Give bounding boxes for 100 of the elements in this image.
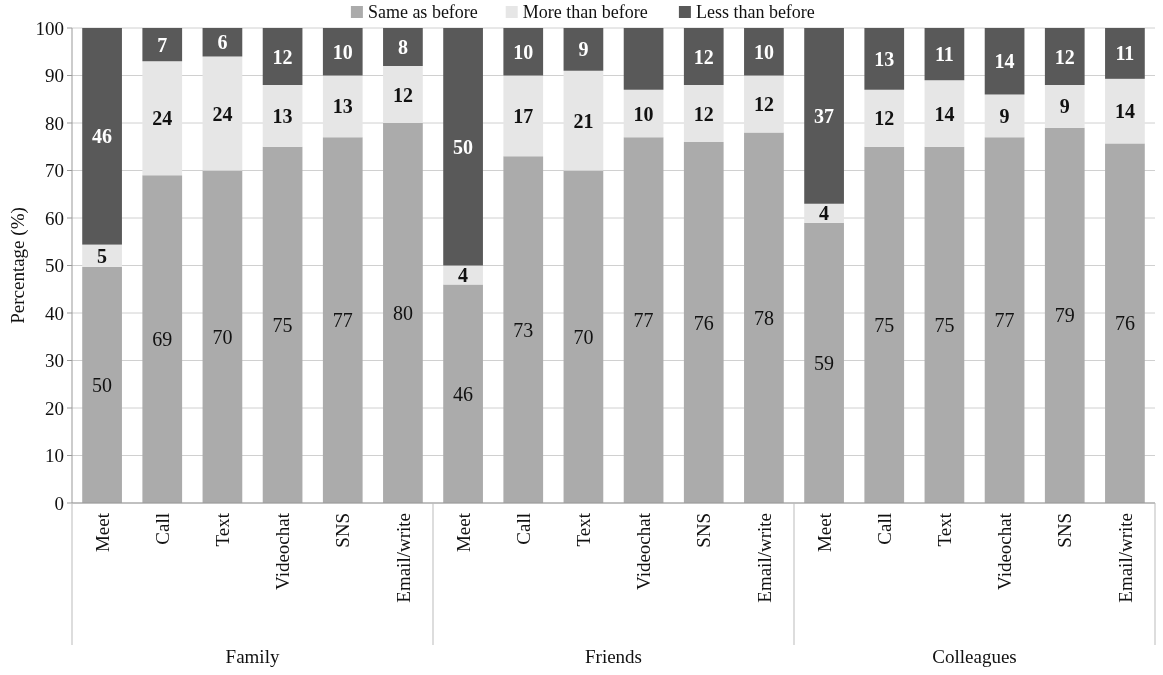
x-tick-label: Text — [934, 512, 956, 547]
x-tick-label: Email/write — [392, 513, 414, 603]
bar — [924, 146, 965, 503]
data-label: 4 — [458, 264, 469, 286]
data-label: 10 — [633, 102, 654, 125]
bar — [322, 75, 363, 138]
bar — [82, 244, 122, 267]
data-label: 50 — [453, 135, 474, 158]
bar — [443, 28, 483, 266]
data-label: 12 — [392, 83, 413, 106]
bar — [383, 66, 423, 123]
bar — [503, 156, 544, 503]
y-tick-label: 50 — [45, 255, 64, 277]
data-label: 12 — [272, 45, 293, 68]
data-label: 9 — [1059, 95, 1070, 118]
data-label: 10 — [753, 40, 774, 63]
data-label: 77 — [633, 309, 654, 332]
legend-label: More than before — [522, 2, 648, 23]
data-label: 4 — [819, 202, 830, 225]
bar — [383, 28, 423, 66]
bar — [1044, 28, 1085, 85]
legend-label: Same as before — [367, 2, 478, 23]
x-tick-label: Email/write — [753, 513, 775, 603]
bar — [984, 94, 1025, 138]
x-tick-label: Meet — [813, 512, 835, 553]
data-label: 12 — [874, 107, 895, 130]
bar — [563, 70, 604, 171]
data-label: 37 — [814, 104, 835, 127]
y-tick-label: 30 — [45, 350, 64, 372]
bar — [984, 28, 1025, 95]
data-label: 17 — [513, 104, 534, 127]
data-label: 13 — [874, 47, 895, 70]
data-label: 12 — [753, 93, 774, 115]
data-label: 59 — [814, 351, 835, 374]
y-axis-title: Percentage (%) — [7, 207, 29, 324]
bar — [683, 142, 724, 503]
x-tick-label: Call — [512, 513, 534, 545]
bar — [804, 28, 844, 204]
y-tick-label: 0 — [54, 492, 64, 514]
x-tick-label: SNS — [693, 513, 715, 548]
bar — [503, 75, 544, 157]
data-label: 10 — [332, 40, 353, 63]
text: Colleagues — [932, 646, 1017, 667]
bar — [142, 28, 183, 62]
data-label: 5 — [97, 244, 108, 267]
data-label: 46 — [453, 382, 474, 405]
bar — [142, 175, 183, 503]
text: Friends — [585, 646, 642, 667]
x-tick-label: SNS — [332, 513, 354, 548]
data-label: 77 — [332, 309, 353, 332]
legend-label: Less than before — [695, 2, 815, 23]
bar — [1044, 85, 1085, 128]
bar — [924, 80, 965, 147]
bar — [1044, 127, 1085, 503]
y-tick-label: 40 — [45, 302, 64, 324]
bar — [864, 28, 905, 90]
x-tick-label: Meet — [91, 512, 113, 553]
data-label: 12 — [1054, 45, 1075, 68]
bar — [984, 137, 1025, 503]
bar — [1105, 143, 1145, 503]
data-label: 12 — [693, 102, 714, 125]
data-label: 75 — [874, 313, 895, 336]
data-label: 6 — [217, 31, 228, 54]
data-label: 75 — [272, 313, 293, 336]
y-tick-label: 10 — [45, 445, 64, 467]
data-label: 21 — [573, 109, 594, 132]
x-tick-label: Videochat — [633, 512, 655, 590]
bar — [202, 28, 243, 57]
data-label: 13 — [332, 95, 353, 118]
bar — [623, 137, 664, 503]
y-tick-label: 80 — [45, 112, 64, 134]
y-tick-label: 70 — [45, 160, 64, 182]
data-label: 9 — [999, 104, 1010, 127]
data-label: 46 — [92, 125, 113, 148]
bar — [322, 28, 363, 76]
data-label: 13 — [272, 104, 293, 127]
bar — [744, 132, 784, 503]
bar — [82, 28, 122, 245]
bar — [82, 266, 122, 503]
bar — [924, 28, 965, 81]
data-label: 76 — [693, 311, 714, 334]
bar — [202, 170, 243, 503]
data-label: 73 — [513, 318, 534, 341]
data-label: 11 — [1115, 42, 1135, 65]
bar — [262, 28, 303, 85]
x-tick-label: Call — [873, 513, 895, 545]
y-tick-label: 90 — [45, 65, 64, 87]
data-label: 24 — [152, 107, 173, 130]
bar — [864, 146, 905, 503]
data-label: 14 — [994, 50, 1015, 73]
data-label: 24 — [212, 102, 233, 125]
bar — [1105, 28, 1145, 79]
bar — [623, 28, 664, 90]
bar — [683, 85, 724, 142]
bar — [563, 28, 604, 71]
data-label: 80 — [392, 302, 413, 324]
x-tick-label: Text — [573, 512, 595, 547]
y-tick-label: 60 — [45, 207, 64, 229]
data-label: 14 — [934, 102, 955, 125]
bar — [383, 123, 423, 503]
